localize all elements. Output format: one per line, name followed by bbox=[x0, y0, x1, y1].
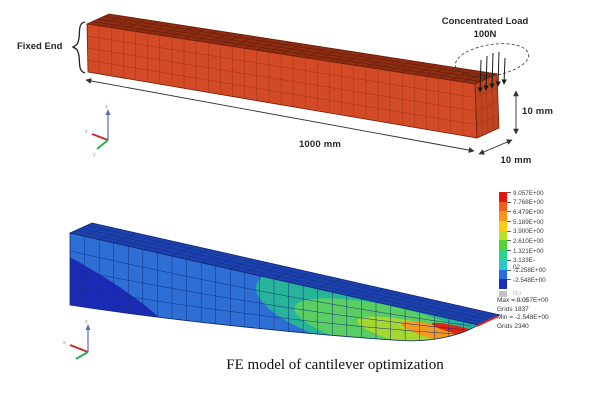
wedge-row-line bbox=[70, 268, 467, 331]
wedge-front-face bbox=[70, 233, 478, 341]
load-label-text: Concentrated Load bbox=[441, 16, 529, 27]
legend-color-swatch bbox=[499, 269, 507, 280]
width-dimension-label: 10 mm bbox=[500, 155, 532, 166]
legend-color-swatch bbox=[499, 279, 507, 289]
legend-tick bbox=[507, 201, 511, 203]
legend-color-swatch bbox=[499, 230, 507, 241]
legend-tick bbox=[507, 192, 511, 193]
legend-tick bbox=[507, 279, 511, 281]
z-axis-label: z bbox=[105, 104, 108, 110]
concentrated-load-label: Concentrated Load 100N bbox=[420, 15, 550, 41]
z-axis-arrowhead bbox=[105, 109, 111, 115]
legend-tick bbox=[507, 259, 511, 261]
x-axis bbox=[91, 133, 109, 141]
load-value-text: 100N bbox=[473, 29, 497, 40]
z-axis-arrowhead bbox=[85, 324, 91, 330]
height-dimension-label: 10 mm bbox=[522, 106, 554, 117]
y-axis bbox=[75, 351, 89, 360]
width-dimension-line bbox=[478, 139, 513, 155]
legend-value: 3.133E-02 bbox=[513, 257, 536, 272]
legend-tick bbox=[507, 250, 511, 252]
legend-color-swatch bbox=[499, 201, 507, 212]
fe-mesh-model: z x y bbox=[71, 13, 530, 158]
fe-optimization-result: z x y bbox=[63, 222, 502, 360]
fixed-end-label: Fixed End bbox=[17, 41, 63, 52]
coordinate-triad: z x y bbox=[63, 319, 91, 360]
legend-color-swatch bbox=[499, 211, 507, 222]
min-grid-text: Grids 2340 bbox=[497, 322, 529, 330]
no-result-label: No result bbox=[513, 290, 529, 304]
wedge-front-outline bbox=[69, 232, 480, 342]
max-grid-text: Grids 1837 bbox=[497, 305, 529, 313]
legend-tick bbox=[507, 240, 511, 242]
y-axis-label: y bbox=[93, 152, 96, 158]
legend-tick bbox=[507, 230, 511, 232]
legend-color-swatch bbox=[499, 221, 507, 231]
x-axis bbox=[69, 344, 89, 353]
legend-value: 5.189E+00 bbox=[513, 218, 544, 226]
legend-color-swatch bbox=[499, 250, 507, 260]
legend-stats: Max = 9.057E+00 Grids 1837 Min = -2.548E… bbox=[497, 297, 549, 331]
wedge-row-line bbox=[70, 286, 457, 335]
wedge-top-mesh bbox=[75, 225, 495, 323]
legend-value: 7.768E+00 bbox=[513, 199, 544, 207]
tip-max-stress-edge bbox=[476, 315, 498, 327]
legend-color-swatch bbox=[499, 259, 507, 270]
load-region-ellipse bbox=[454, 43, 530, 77]
coordinate-triad: z x y bbox=[85, 104, 111, 158]
legend-color-swatch bbox=[499, 240, 507, 251]
legend-value: 3.900E+00 bbox=[513, 228, 544, 236]
legend-value: -2.548E+00 bbox=[513, 276, 546, 284]
length-dimension-label: 1000 mm bbox=[298, 139, 342, 150]
legend-tick bbox=[507, 211, 511, 213]
legend-value: -1.258E+00 bbox=[513, 267, 546, 274]
figure-caption: FE model of cantilever optimization bbox=[226, 357, 444, 373]
x-axis-label: x bbox=[85, 129, 88, 135]
z-axis-label: z bbox=[85, 319, 88, 325]
y-axis bbox=[96, 139, 109, 150]
legend-value: 9.057E+00 bbox=[513, 189, 544, 197]
legend-color-swatch bbox=[499, 192, 507, 202]
legend-value: 6.479E+00 bbox=[513, 208, 544, 216]
x-axis-label: x bbox=[63, 340, 66, 346]
legend-value: 2.610E+00 bbox=[513, 237, 544, 245]
max-value-text: Max = 9.057E+00 bbox=[497, 297, 549, 304]
no-result-swatch bbox=[499, 291, 507, 297]
load-arrows bbox=[477, 51, 507, 93]
contour-yellowgreen-region bbox=[357, 316, 478, 341]
legend-tick bbox=[507, 269, 511, 271]
wedge-row-line bbox=[70, 250, 473, 327]
legend-value: 1.321E+00 bbox=[513, 247, 544, 255]
length-dimension-line bbox=[85, 78, 475, 153]
fixed-end-brace bbox=[71, 21, 86, 74]
min-value-text: Min = -2.548E+00 bbox=[497, 314, 549, 321]
legend-tick bbox=[507, 221, 511, 223]
beam-mesh-grid bbox=[86, 15, 499, 136]
